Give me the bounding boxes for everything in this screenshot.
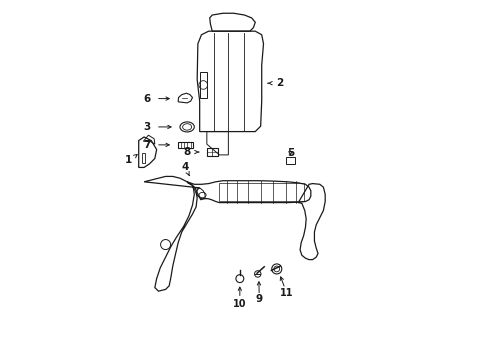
Text: 7: 7 (143, 140, 150, 150)
Text: 11: 11 (280, 288, 293, 298)
Text: 5: 5 (286, 148, 293, 158)
Text: 3: 3 (143, 122, 150, 132)
Text: 4: 4 (181, 162, 189, 172)
Text: 8: 8 (183, 147, 190, 157)
Text: 1: 1 (124, 155, 131, 165)
Text: 9: 9 (256, 294, 263, 304)
Text: 10: 10 (233, 299, 246, 309)
Text: 2: 2 (275, 78, 283, 88)
Text: 6: 6 (143, 94, 150, 104)
